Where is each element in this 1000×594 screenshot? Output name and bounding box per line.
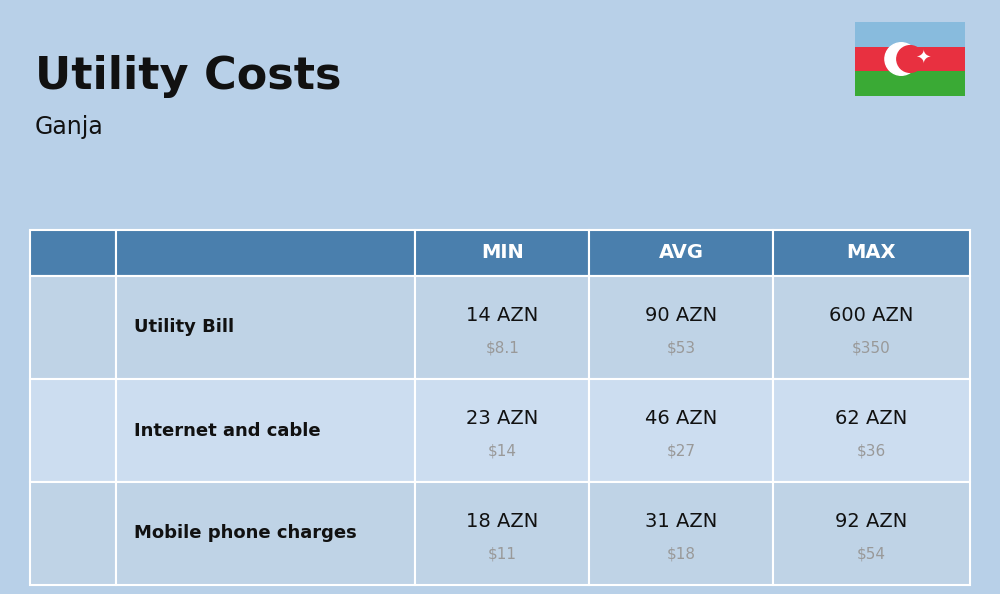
Bar xyxy=(855,47,965,71)
Text: 90 AZN: 90 AZN xyxy=(645,306,717,325)
Text: $54: $54 xyxy=(857,546,886,561)
Bar xyxy=(589,379,773,482)
Text: $18: $18 xyxy=(666,546,695,561)
Bar xyxy=(116,230,415,276)
Circle shape xyxy=(885,43,917,75)
Bar xyxy=(773,276,970,379)
Text: MIN: MIN xyxy=(481,244,524,263)
Bar xyxy=(855,22,965,47)
Text: 46 AZN: 46 AZN xyxy=(645,409,717,428)
Bar xyxy=(415,379,589,482)
Text: 600 AZN: 600 AZN xyxy=(829,306,913,325)
Text: $27: $27 xyxy=(666,444,695,459)
Text: Ganja: Ganja xyxy=(35,115,104,139)
Text: $53: $53 xyxy=(666,340,696,356)
Bar xyxy=(116,379,415,482)
Bar xyxy=(773,482,970,585)
Bar xyxy=(116,276,415,379)
Text: $8.1: $8.1 xyxy=(485,340,519,356)
Bar xyxy=(589,230,773,276)
Text: Utility Bill: Utility Bill xyxy=(134,318,235,336)
Text: AVG: AVG xyxy=(658,244,703,263)
Bar xyxy=(855,71,965,96)
Text: MAX: MAX xyxy=(847,244,896,263)
Text: 14 AZN: 14 AZN xyxy=(466,306,538,325)
Text: ✦: ✦ xyxy=(915,50,931,68)
Bar xyxy=(30,482,116,585)
Text: 62 AZN: 62 AZN xyxy=(835,409,907,428)
Bar xyxy=(589,276,773,379)
Text: Utility Costs: Utility Costs xyxy=(35,55,342,98)
Bar xyxy=(30,276,116,379)
Bar xyxy=(773,379,970,482)
Text: Mobile phone charges: Mobile phone charges xyxy=(134,525,357,542)
Bar xyxy=(415,230,589,276)
Text: $14: $14 xyxy=(488,444,517,459)
Bar xyxy=(30,379,116,482)
Text: Internet and cable: Internet and cable xyxy=(134,422,321,440)
Bar xyxy=(773,230,970,276)
Circle shape xyxy=(897,46,924,72)
Bar xyxy=(589,482,773,585)
Bar xyxy=(30,230,116,276)
Text: $350: $350 xyxy=(852,340,891,356)
Text: 18 AZN: 18 AZN xyxy=(466,511,538,530)
Text: $36: $36 xyxy=(857,444,886,459)
Text: $11: $11 xyxy=(488,546,517,561)
Text: 31 AZN: 31 AZN xyxy=(645,511,717,530)
Bar xyxy=(116,482,415,585)
Text: 92 AZN: 92 AZN xyxy=(835,511,907,530)
Bar xyxy=(415,276,589,379)
Text: 23 AZN: 23 AZN xyxy=(466,409,538,428)
Bar xyxy=(415,482,589,585)
